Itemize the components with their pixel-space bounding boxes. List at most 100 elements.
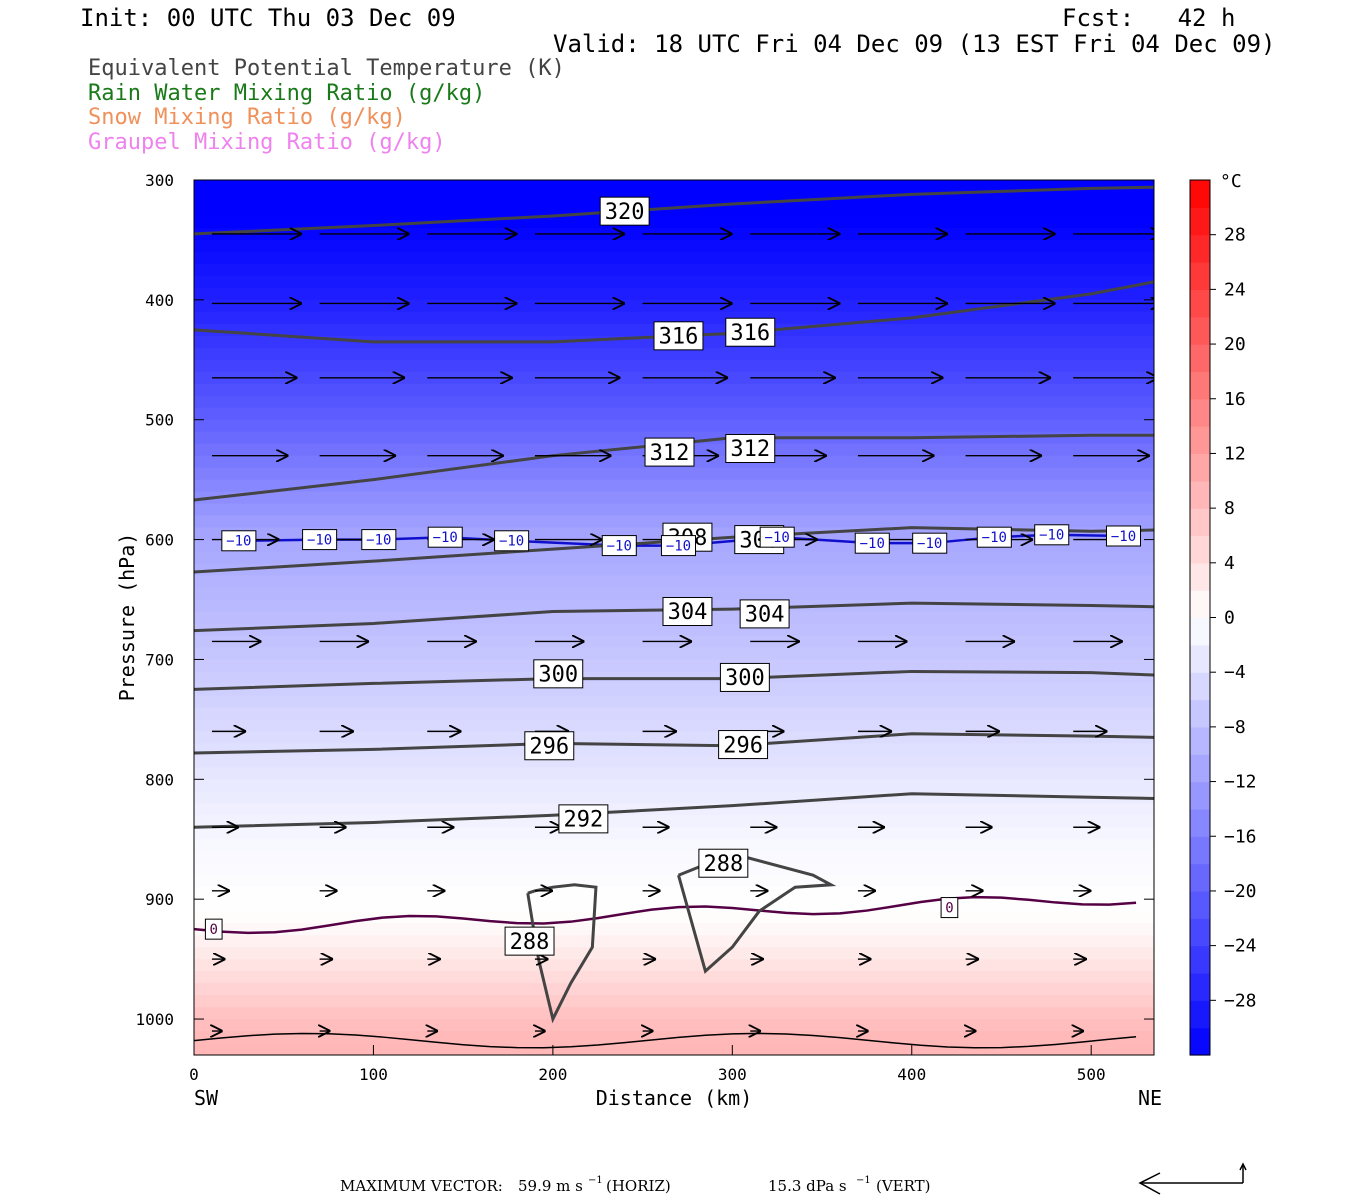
sw-label: SW — [194, 1086, 219, 1110]
temp-band — [194, 815, 1154, 828]
theta-e-label: 316 — [730, 321, 770, 346]
max-vector-text: MAXIMUM VECTOR: — [340, 1177, 503, 1195]
isotherm-label-box — [1034, 524, 1070, 546]
temp-band — [194, 491, 1154, 505]
colorbar-step — [1190, 699, 1210, 728]
isotherm-label-box — [759, 526, 795, 548]
init-time: Init: 00 UTC Thu 03 Dec 09 — [80, 4, 456, 32]
colorbar-step — [1190, 289, 1210, 318]
colorbar-tick-label: 24 — [1224, 279, 1246, 300]
temp-band — [194, 503, 1154, 517]
theta-e-label-box — [524, 731, 575, 761]
isotherm-label: −10 — [366, 532, 391, 548]
temp-band — [194, 383, 1154, 397]
temp-band — [194, 791, 1154, 804]
temp-band — [194, 551, 1154, 565]
colorbar-step — [1190, 1027, 1210, 1056]
isotherm-label-box — [854, 532, 890, 554]
theta-e-label-box — [533, 659, 584, 689]
y-tick-label: 700 — [145, 650, 174, 669]
temp-band — [194, 1019, 1154, 1032]
freezing-label: 0 — [210, 922, 218, 938]
theta-e-label: 300 — [538, 663, 578, 688]
temp-band — [194, 479, 1154, 493]
theta-e-label-box — [558, 804, 609, 834]
temp-band — [194, 995, 1154, 1008]
theta-e-label: 292 — [564, 808, 604, 833]
isotherm-label: −10 — [1039, 528, 1064, 544]
colorbar-step — [1190, 644, 1210, 673]
theta-e-label-box — [662, 597, 713, 627]
isotherm-label-box — [221, 530, 257, 552]
colorbar-step — [1190, 1000, 1210, 1029]
theta-e-label: 320 — [605, 200, 645, 225]
temp-band — [194, 180, 1154, 193]
isotherm-label: −10 — [666, 538, 691, 554]
isotherm-label: −10 — [1111, 529, 1136, 545]
legend-rain: Rain Water Mixing Ratio (g/kg) — [88, 81, 486, 106]
theta-e-contour-320 — [194, 185, 1154, 236]
temp-band — [194, 191, 1154, 205]
forecast-hour: Fcst: 42 h — [1062, 4, 1236, 32]
colorbar-step — [1190, 453, 1210, 482]
colorbar-tick-label: −24 — [1224, 936, 1257, 957]
temp-band — [194, 347, 1154, 361]
colorbar-step — [1190, 781, 1210, 810]
theta-e-label-box — [719, 662, 770, 692]
temp-band — [194, 875, 1154, 888]
legend-theta-e: Equivalent Potential Temperature (K) — [88, 56, 565, 81]
y-tick-label: 600 — [145, 531, 174, 550]
max-vert-value: 15.3 dPa s — [768, 1177, 847, 1195]
isotherm-label: −10 — [982, 530, 1007, 546]
ne-label: NE — [1138, 1086, 1162, 1110]
theta-e-label: 316 — [659, 325, 699, 350]
temp-band — [194, 467, 1154, 481]
isotherm-label-box — [660, 535, 697, 557]
wind-vectors — [212, 234, 1154, 1031]
isotherm-label-box — [302, 529, 338, 551]
max-horiz-exp: −1 — [588, 1175, 603, 1186]
temp-band — [194, 947, 1154, 960]
temp-band — [194, 755, 1154, 768]
theta-e-contour-304 — [194, 601, 1154, 633]
contour-labels: 3203163163123123083083043043003002962962… — [204, 196, 1142, 956]
isotherm-label-box — [1105, 525, 1142, 547]
temp-band — [194, 287, 1154, 301]
temp-band — [194, 239, 1154, 253]
legend-graupel: Graupel Mixing Ratio (g/kg) — [88, 130, 446, 155]
theta-e-label: 288 — [703, 852, 743, 877]
theta-e-label-box — [653, 321, 704, 351]
temp-band — [194, 719, 1154, 732]
temp-band — [194, 707, 1154, 720]
temp-band — [194, 587, 1154, 601]
isotherm-label: −10 — [433, 530, 458, 546]
theta-e-label: 300 — [725, 666, 765, 691]
y-tick-label: 300 — [145, 171, 174, 190]
temp-band — [194, 971, 1154, 984]
colorbar: 28 24 20 16 12 8 4 0 −4 −8 −12 −16 −20 −24 −28 — [1189, 179, 1257, 1056]
theta-e-label-box — [504, 926, 555, 956]
legend-snow: Snow Mixing Ratio (g/kg) — [88, 105, 406, 130]
temp-band — [194, 275, 1154, 289]
temp-band — [194, 395, 1154, 409]
x-axis-title: Distance (km) — [596, 1086, 753, 1110]
colorbar-step — [1190, 617, 1210, 646]
isotherm-label: −10 — [860, 536, 885, 552]
colorbar-step — [1190, 945, 1210, 974]
isotherm-label-box — [976, 526, 1012, 548]
temp-band — [194, 935, 1154, 948]
theta-e-label: 312 — [650, 441, 690, 466]
temp-band — [194, 311, 1154, 325]
colorbar-step — [1190, 398, 1210, 427]
temp-band — [194, 911, 1154, 924]
temp-band — [194, 215, 1154, 229]
terrain-line — [194, 1032, 1137, 1049]
temp-band — [194, 623, 1154, 637]
theta-e-contour-308 — [194, 526, 1154, 574]
theta-e-label-box — [725, 433, 776, 463]
x-tick-label: 200 — [538, 1065, 567, 1084]
theta-e-label: 304 — [745, 603, 785, 628]
theta-e-label: 312 — [730, 437, 770, 462]
colorbar-step — [1190, 316, 1210, 345]
